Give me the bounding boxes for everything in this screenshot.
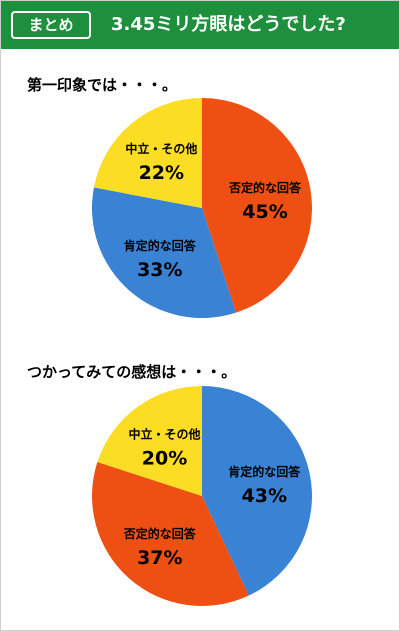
pie-slice — [93, 98, 202, 208]
first-impression-heading: 第一印象では・・・。 — [27, 76, 178, 94]
slice-label: 否定的な回答 — [228, 180, 302, 195]
slice-value-label: 43% — [242, 485, 287, 507]
slice-label: 中立・その他 — [128, 426, 200, 441]
slice-value-label: 45% — [242, 201, 287, 223]
page-title: 3.45ミリ方眼はどうでした? — [111, 14, 346, 35]
slice-label: 肯定的な回答 — [124, 238, 197, 253]
first-impression-pie-chart: 否定的な回答 45% 肯定的な回答 33% 中立・その他 22% — [92, 98, 312, 319]
slice-value-label: 37% — [137, 547, 182, 569]
slice-label: 否定的な回答 — [123, 526, 197, 541]
slice-label: 中立・その他 — [125, 141, 197, 156]
pie-slice — [202, 386, 312, 596]
slice-value-label: 20% — [142, 447, 187, 469]
pie-slice — [91, 462, 249, 606]
pie-slice — [202, 98, 312, 313]
slice-label: 肯定的な回答 — [228, 464, 301, 479]
after-use-pie-chart: 肯定的な回答 43% 否定的な回答 37% 中立・その他 20% — [91, 386, 312, 606]
summary-badge: まとめ — [11, 11, 91, 39]
pie-slice — [97, 386, 202, 496]
after-use-heading: つかってみての感想は・・・。 — [27, 363, 237, 381]
pie-slice — [92, 187, 236, 319]
slice-value-label: 22% — [139, 162, 184, 184]
slice-value-label: 33% — [137, 259, 182, 281]
header-bar: まとめ 3.45ミリ方眼はどうでした? — [1, 1, 399, 49]
